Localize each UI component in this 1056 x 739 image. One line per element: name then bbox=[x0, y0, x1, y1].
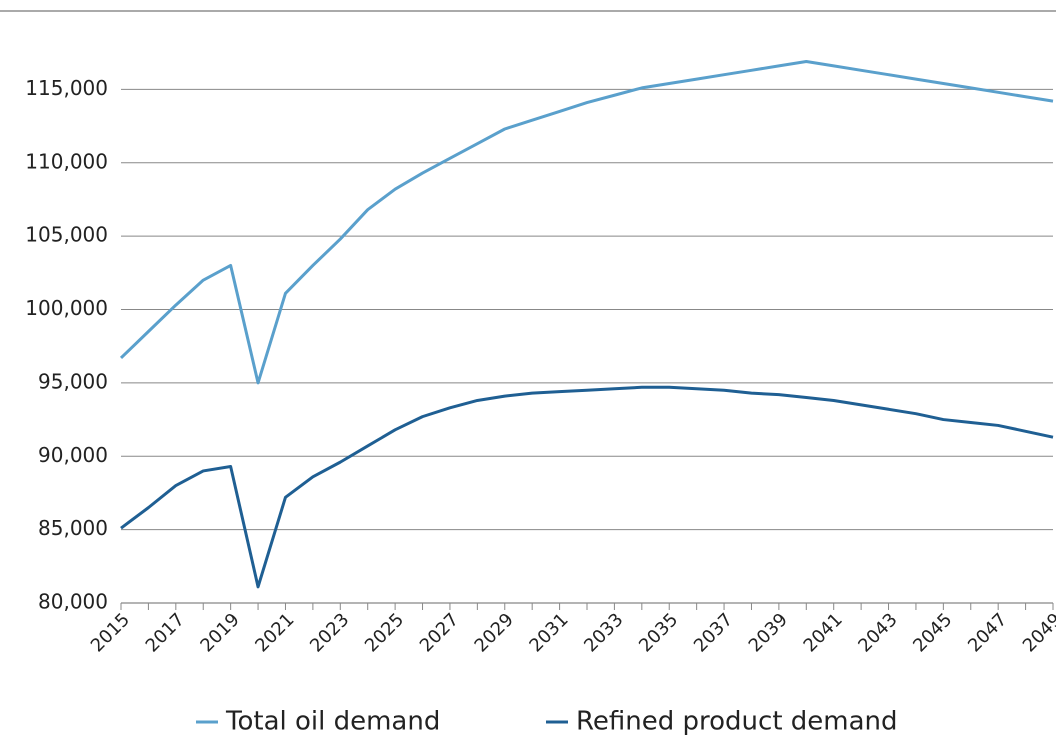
x-tick-label: 2035 bbox=[635, 609, 682, 656]
x-tick-label: 2045 bbox=[909, 609, 956, 656]
y-tick-label: 115,000 bbox=[25, 76, 108, 100]
y-tick-label: 105,000 bbox=[25, 223, 108, 247]
x-tick-label: 2043 bbox=[854, 609, 901, 656]
x-tick-label: 2027 bbox=[416, 609, 463, 656]
legend-label: Refined product demand bbox=[576, 707, 898, 737]
x-tick-label: 2039 bbox=[745, 609, 792, 656]
y-tick-label: 85,000 bbox=[38, 516, 108, 540]
y-tick-label: 80,000 bbox=[38, 590, 108, 614]
x-tick-label: 2021 bbox=[251, 609, 298, 656]
x-tick-label: 2023 bbox=[306, 609, 353, 656]
x-tick-label: 2037 bbox=[690, 609, 737, 656]
data-line bbox=[120, 385, 1054, 589]
data-line bbox=[119, 59, 1054, 385]
y-tick-label: 90,000 bbox=[38, 443, 108, 467]
x-tick-label: 2049 bbox=[1019, 609, 1056, 656]
x-tick-label: 2017 bbox=[142, 609, 189, 656]
x-tick-label: 2033 bbox=[580, 609, 627, 656]
x-tick-label: 2029 bbox=[471, 609, 518, 656]
legend-label: Total oil demand bbox=[225, 707, 440, 737]
y-tick-label: 95,000 bbox=[38, 369, 108, 393]
x-tick-label: 2015 bbox=[87, 609, 134, 656]
y-tick-label: 100,000 bbox=[25, 296, 108, 320]
x-tick-label: 2041 bbox=[800, 609, 847, 656]
x-tick-label: 2047 bbox=[964, 609, 1011, 656]
y-tick-label: 110,000 bbox=[25, 149, 108, 173]
x-tick-label: 2019 bbox=[196, 609, 243, 656]
x-tick-label: 2031 bbox=[525, 609, 572, 656]
x-tick-label: 2025 bbox=[361, 609, 408, 656]
